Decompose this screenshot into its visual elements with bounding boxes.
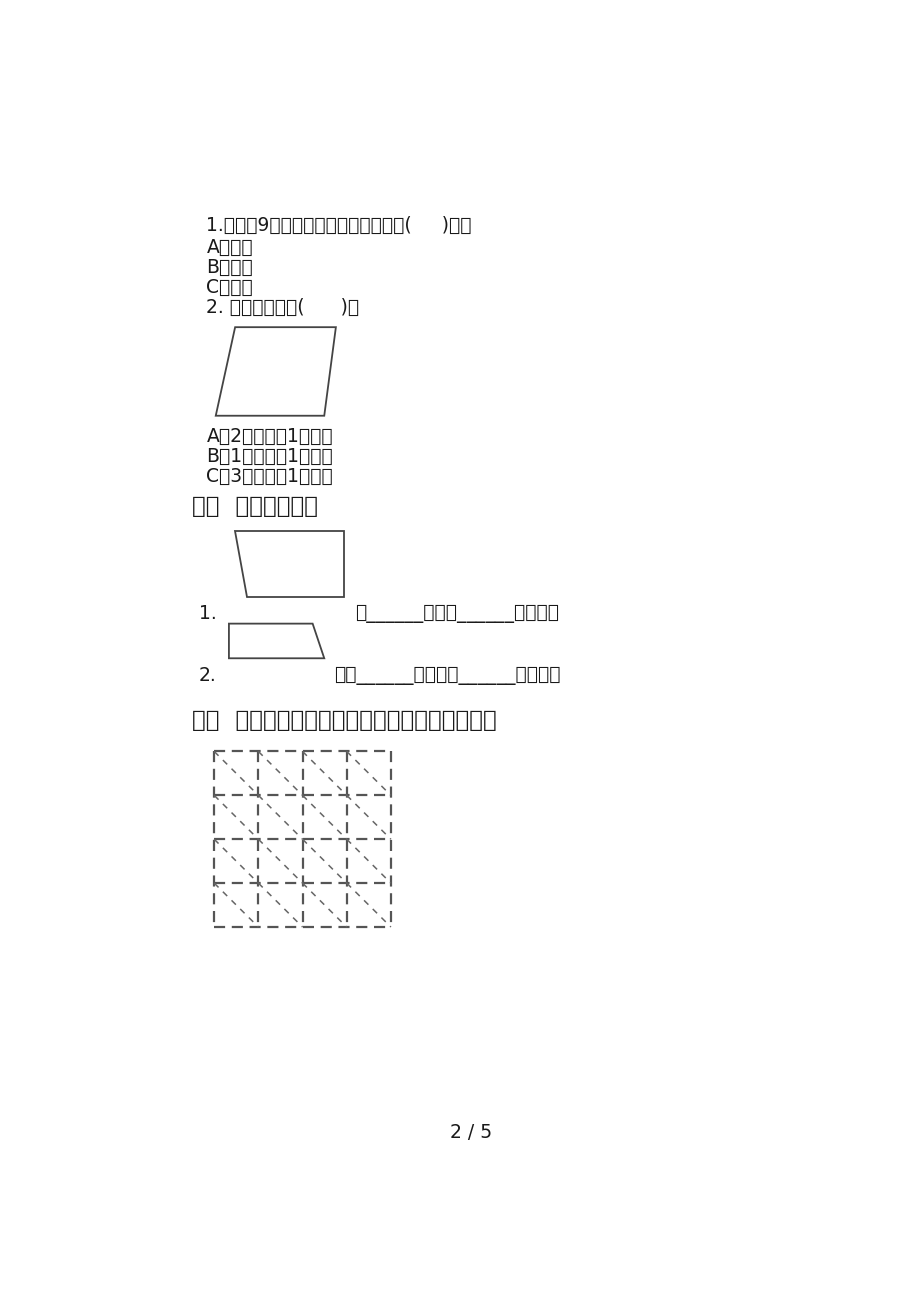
Text: 1.钟面上9点整的时候，时针跟分针成(     )角。: 1.钟面上9点整的时候，时针跟分针成( )角。 (206, 216, 471, 236)
Text: 有______个钝角______个直角。: 有______个钝角______个直角。 (355, 604, 559, 624)
Text: C．钝角: C．钝角 (206, 277, 253, 297)
Text: 2. 正确说法的是(      )。: 2. 正确说法的是( )。 (206, 298, 359, 316)
Polygon shape (235, 531, 344, 596)
Text: 2 / 5: 2 / 5 (450, 1122, 492, 1142)
Text: C．3个直角，1个锐角: C．3个直角，1个锐角 (206, 467, 333, 487)
Text: B．直角: B．直角 (206, 258, 253, 277)
Text: A．2个直角，1个锐角: A．2个直角，1个锐角 (206, 427, 333, 447)
Text: A．锐角: A．锐角 (206, 238, 253, 256)
Text: 2.: 2. (199, 667, 216, 685)
Polygon shape (216, 327, 335, 415)
Text: B．1个直角，1个锐角: B．1个直角，1个锐角 (206, 448, 333, 466)
Text: 1.: 1. (199, 604, 216, 624)
Text: 七、  请你用三角形在下图中设计一幅自己图案。: 七、 请你用三角形在下图中设计一幅自己图案。 (192, 710, 496, 732)
Text: 六、  看图填一填。: 六、 看图填一填。 (192, 495, 318, 518)
Text: 它有______个直角，______个锐角。: 它有______个直角，______个锐角。 (334, 667, 561, 685)
Polygon shape (229, 624, 323, 659)
